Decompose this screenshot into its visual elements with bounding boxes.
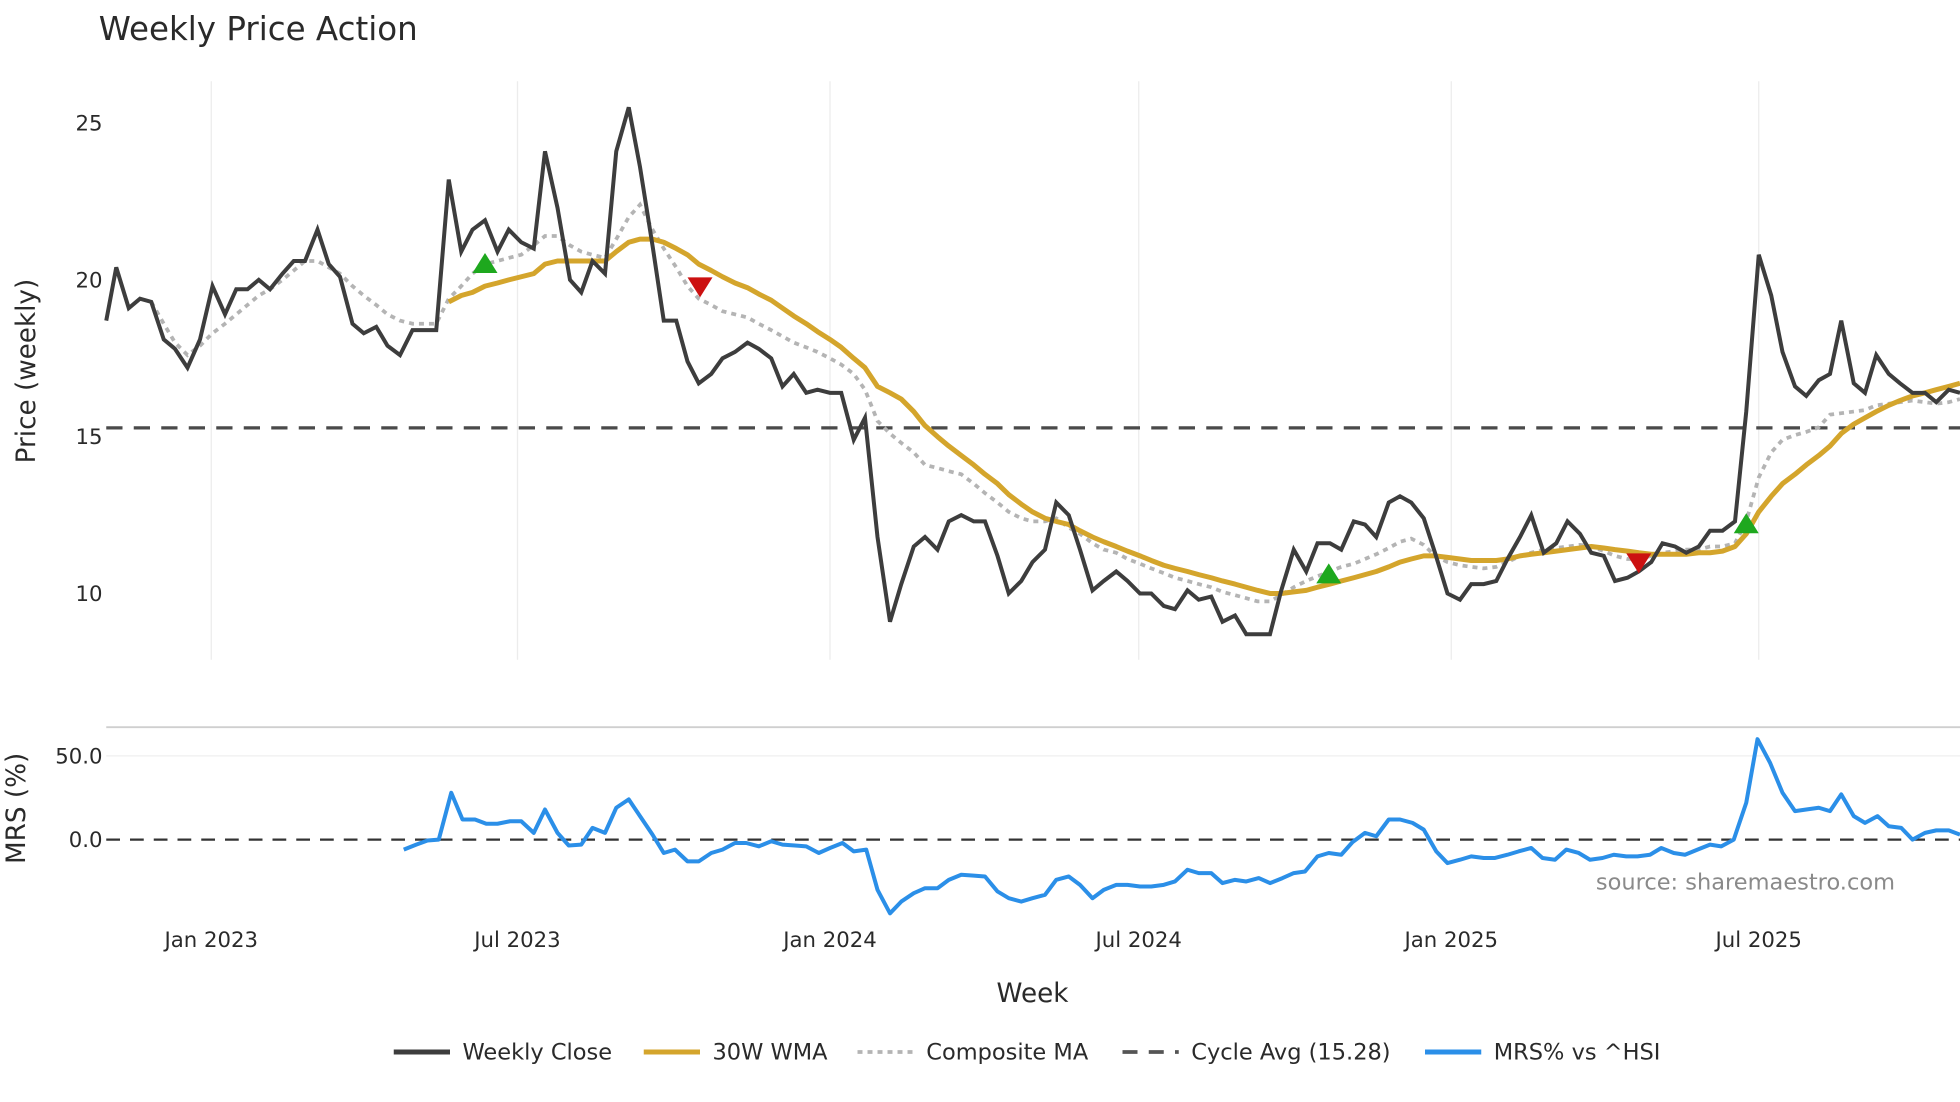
source-label: source: sharemaestro.com xyxy=(1596,870,1895,896)
x-tick-label: Jan 2025 xyxy=(1402,928,1498,953)
legend-item-weekly-close[interactable]: Weekly Close xyxy=(393,1040,613,1066)
composite-ma-line xyxy=(149,201,1960,604)
legend-item-cycle-avg[interactable]: Cycle Avg (15.28) xyxy=(1122,1040,1391,1066)
y-tick-label: 20 xyxy=(75,268,102,293)
mrs-grid xyxy=(106,726,1960,757)
chart-title: Weekly Price Action xyxy=(99,10,418,48)
legend-item-wma[interactable]: 30W WMA xyxy=(643,1040,829,1066)
signal-markers xyxy=(472,252,1759,584)
x-axis-ticks: Jan 2023 Jul 2023 Jan 2024 Jul 2024 Jan 2025… xyxy=(162,928,1801,953)
legend-item-mrs[interactable]: MRS% vs ^HSI xyxy=(1425,1040,1660,1066)
x-tick-label: Jul 2025 xyxy=(1714,928,1802,953)
sell-signal-icon xyxy=(687,277,713,298)
legend-label-mrs: MRS% vs ^HSI xyxy=(1494,1040,1661,1066)
y-tick-label: 10 xyxy=(75,582,102,607)
y-tick-label: 50.0 xyxy=(55,744,102,769)
legend-label-composite-ma: Composite MA xyxy=(926,1040,1089,1066)
mrs-y-axis-label: MRS (%) xyxy=(2,753,32,864)
mrs-line xyxy=(403,737,1960,916)
x-tick-label: Jul 2024 xyxy=(1094,928,1182,953)
legend: Weekly Close 30W WMA Composite MA Cycle … xyxy=(393,1040,1660,1066)
wma-30w-line xyxy=(447,236,1960,596)
x-tick-label: Jul 2023 xyxy=(472,928,560,953)
buy-signal-icon xyxy=(472,252,498,273)
price-y-axis-label: Price (weekly) xyxy=(12,279,42,464)
sell-signal-icon xyxy=(1626,553,1652,574)
mrs-y-ticks: 50.0 0.0 xyxy=(55,744,102,853)
price-y-ticks: 25 20 15 10 xyxy=(75,112,102,607)
legend-label-cycle-avg: Cycle Avg (15.28) xyxy=(1191,1040,1390,1066)
legend-item-composite-ma[interactable]: Composite MA xyxy=(857,1040,1089,1066)
price-grid xyxy=(210,81,1760,660)
x-tick-label: Jan 2023 xyxy=(162,928,258,953)
weekly-close-line xyxy=(104,106,1960,637)
buy-signal-icon xyxy=(1733,513,1759,534)
y-tick-label: 25 xyxy=(75,112,102,137)
buy-signal-icon xyxy=(1316,563,1342,584)
legend-label-weekly-close: Weekly Close xyxy=(463,1040,613,1066)
x-axis-label: Week xyxy=(997,979,1070,1009)
legend-label-wma: 30W WMA xyxy=(713,1040,829,1066)
y-tick-label: 15 xyxy=(75,425,102,450)
x-tick-label: Jan 2024 xyxy=(781,928,877,953)
y-tick-label: 0.0 xyxy=(69,828,103,853)
